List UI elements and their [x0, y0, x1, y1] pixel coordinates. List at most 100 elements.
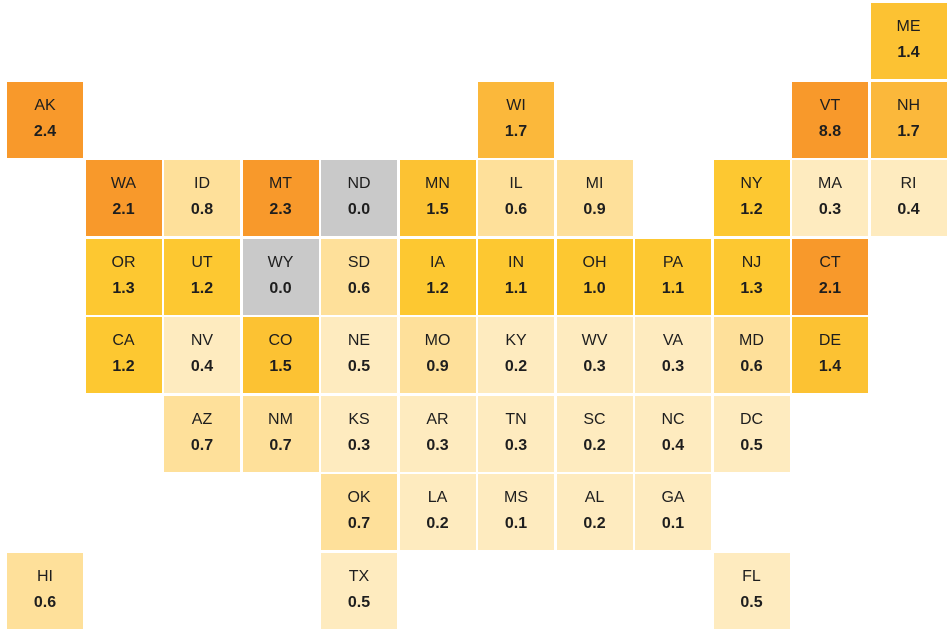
state-name: AK	[34, 96, 56, 114]
state-value: 2.1	[818, 279, 842, 297]
state-name: TN	[505, 410, 527, 428]
state-tile: NY 1.2	[713, 160, 790, 236]
state-tile: SC 0.2	[556, 395, 633, 472]
state-name: KY	[505, 332, 527, 349]
state-value: 1.2	[740, 201, 763, 218]
state-name: NM	[268, 410, 293, 428]
state-name: KS	[348, 410, 370, 428]
state-value: 0.3	[504, 436, 528, 454]
state-value: 1.0	[583, 279, 606, 297]
state-tile: AZ 0.7	[164, 395, 240, 472]
state-tile: ID 0.8	[164, 160, 240, 236]
state-value: 1.5	[269, 358, 292, 375]
state-value: 0.4	[897, 201, 920, 218]
state-tile: VT 8.8	[792, 81, 868, 158]
state-name: SD	[347, 253, 371, 271]
state-value: 1.1	[504, 279, 528, 297]
state-name: CA	[112, 332, 135, 349]
state-value: 1.5	[426, 201, 449, 218]
state-value: 0.3	[661, 358, 685, 375]
state-tile: OR 1.3	[85, 238, 162, 315]
state-name: WV	[581, 332, 608, 349]
state-name: MI	[585, 175, 604, 192]
state-value: 0.2	[504, 358, 528, 375]
state-value: 0.7	[190, 436, 214, 454]
state-name: FL	[742, 567, 761, 585]
state-name: MN	[425, 175, 450, 192]
state-name: RI	[900, 175, 917, 192]
state-tile: AR 0.3	[399, 395, 476, 472]
state-tile: IA 1.2	[399, 238, 476, 315]
state-value: 8.8	[818, 122, 842, 140]
state-value: 0.2	[583, 436, 606, 454]
state-value: 0.6	[504, 201, 528, 218]
state-tile: MN 1.5	[399, 160, 476, 236]
state-tile: FL 0.5	[713, 552, 790, 629]
state-tile: MD 0.6	[713, 317, 790, 393]
state-tile: NE 0.5	[321, 317, 397, 393]
state-name: GA	[661, 489, 685, 506]
state-tile: NV 0.4	[164, 317, 240, 393]
state-value: 1.2	[426, 279, 449, 297]
state-tile: KS 0.3	[321, 395, 397, 472]
state-value: 0.5	[347, 358, 371, 375]
state-value: 0.2	[426, 515, 449, 532]
state-name: ID	[194, 175, 210, 192]
state-tile: RI 0.4	[870, 160, 947, 236]
state-name: UT	[191, 253, 213, 271]
state-value: 1.7	[897, 122, 920, 140]
state-name: MD	[739, 332, 764, 349]
state-value: 1.4	[897, 44, 920, 61]
state-name: LA	[427, 489, 448, 506]
state-tile: MI 0.9	[556, 160, 633, 236]
state-value: 0.3	[426, 436, 449, 454]
state-tile: CT 2.1	[792, 238, 868, 315]
state-value: 0.8	[190, 201, 214, 218]
state-value: 1.7	[504, 122, 528, 140]
state-tile: NH 1.7	[870, 81, 947, 158]
state-value: 0.5	[740, 593, 763, 611]
state-name: MO	[424, 332, 451, 349]
state-name: AR	[426, 410, 449, 428]
state-name: NJ	[741, 253, 762, 271]
state-tile: ND 0.0	[321, 160, 397, 236]
state-value: 2.3	[269, 201, 292, 218]
state-tile: MS 0.1	[478, 474, 554, 550]
state-tile: DE 1.4	[792, 317, 868, 393]
state-value: 0.6	[740, 358, 763, 375]
state-name: AL	[584, 489, 605, 506]
state-name: NC	[661, 410, 685, 428]
state-name: NV	[190, 332, 214, 349]
state-name: AZ	[191, 410, 213, 428]
state-value: 1.1	[661, 279, 685, 297]
state-value: 0.1	[661, 515, 685, 532]
state-name: ND	[347, 175, 371, 192]
state-tile: SD 0.6	[321, 238, 397, 315]
state-tile: CO 1.5	[242, 317, 319, 393]
state-value: 0.3	[818, 201, 842, 218]
state-value: 0.0	[347, 201, 371, 218]
state-tile: IL 0.6	[478, 160, 554, 236]
state-name: ME	[896, 18, 921, 35]
state-tile: GA 0.1	[635, 474, 711, 550]
state-name: IN	[508, 253, 524, 271]
state-tile: OH 1.0	[556, 238, 633, 315]
state-tile: IN 1.1	[478, 238, 554, 315]
state-name: VA	[662, 332, 684, 349]
state-tile: WY 0.0	[242, 238, 319, 315]
state-tile: VA 0.3	[635, 317, 711, 393]
state-tile: CA 1.2	[85, 317, 162, 393]
state-name: WA	[110, 175, 137, 192]
state-name: NY	[740, 175, 763, 192]
state-value: 0.4	[190, 358, 214, 375]
state-name: MS	[504, 489, 528, 506]
state-value: 0.7	[269, 436, 292, 454]
state-tile: MT 2.3	[242, 160, 319, 236]
state-value: 0.2	[583, 515, 606, 532]
state-value: 2.4	[33, 122, 57, 140]
state-value: 0.9	[583, 201, 606, 218]
state-tile: TX 0.5	[321, 552, 397, 629]
state-tile: NM 0.7	[242, 395, 319, 472]
state-tile: ME 1.4	[870, 3, 947, 79]
state-tile: HI 0.6	[7, 552, 83, 629]
